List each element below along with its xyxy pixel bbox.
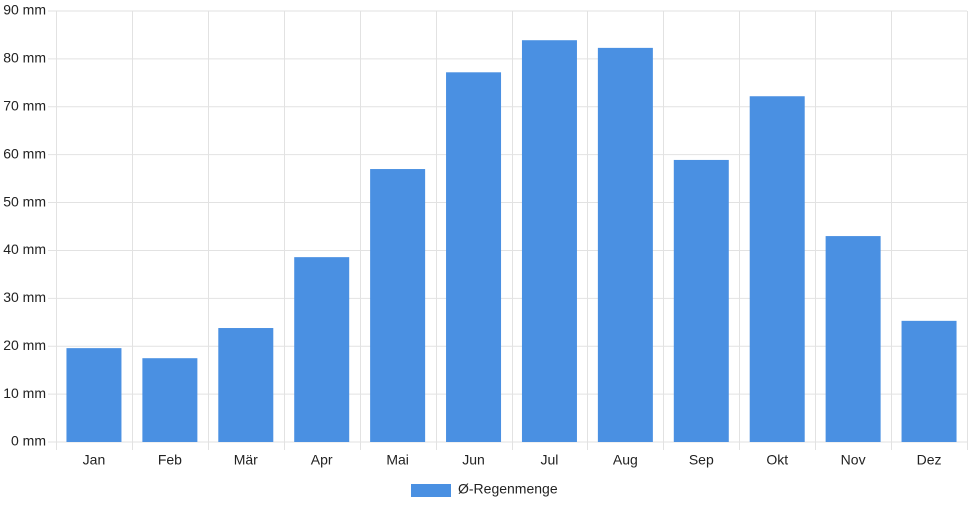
- x-tick-label: Apr: [311, 452, 333, 468]
- legend-swatch: [411, 484, 451, 497]
- y-tick-label: 80 mm: [3, 50, 46, 66]
- bar: [66, 348, 122, 442]
- x-tick-label: Nov: [841, 452, 866, 468]
- x-tick-label: Jun: [462, 452, 485, 468]
- x-tick-label: Feb: [158, 452, 182, 468]
- y-tick-label: 0 mm: [11, 433, 46, 449]
- bar: [597, 47, 653, 442]
- bar: [749, 96, 805, 443]
- bar: [370, 169, 426, 443]
- x-tick-label: Okt: [766, 452, 788, 468]
- y-tick-label: 30 mm: [3, 289, 46, 305]
- bar: [142, 358, 198, 442]
- x-tick-label: Mär: [234, 452, 258, 468]
- bar: [218, 328, 274, 442]
- legend-label: Ø-Regenmenge: [458, 481, 558, 497]
- y-tick-label: 90 mm: [3, 2, 46, 18]
- y-tick-label: 50 mm: [3, 193, 46, 209]
- x-tick-label: Sep: [689, 452, 714, 468]
- y-tick-label: 20 mm: [3, 337, 46, 353]
- x-tick-label: Jul: [541, 452, 559, 468]
- y-tick-label: 60 mm: [3, 145, 46, 161]
- bar: [294, 257, 350, 442]
- y-tick-label: 10 mm: [3, 385, 46, 401]
- y-tick-label: 70 mm: [3, 97, 46, 113]
- x-tick-label: Jan: [83, 452, 106, 468]
- bar: [901, 320, 957, 442]
- x-tick-label: Mai: [386, 452, 409, 468]
- x-tick-label: Aug: [613, 452, 638, 468]
- bar: [825, 236, 881, 442]
- x-tick-label: Dez: [917, 452, 942, 468]
- bar: [673, 159, 729, 442]
- y-tick-label: 40 mm: [3, 241, 46, 257]
- bar: [521, 40, 577, 443]
- bar: [446, 72, 502, 442]
